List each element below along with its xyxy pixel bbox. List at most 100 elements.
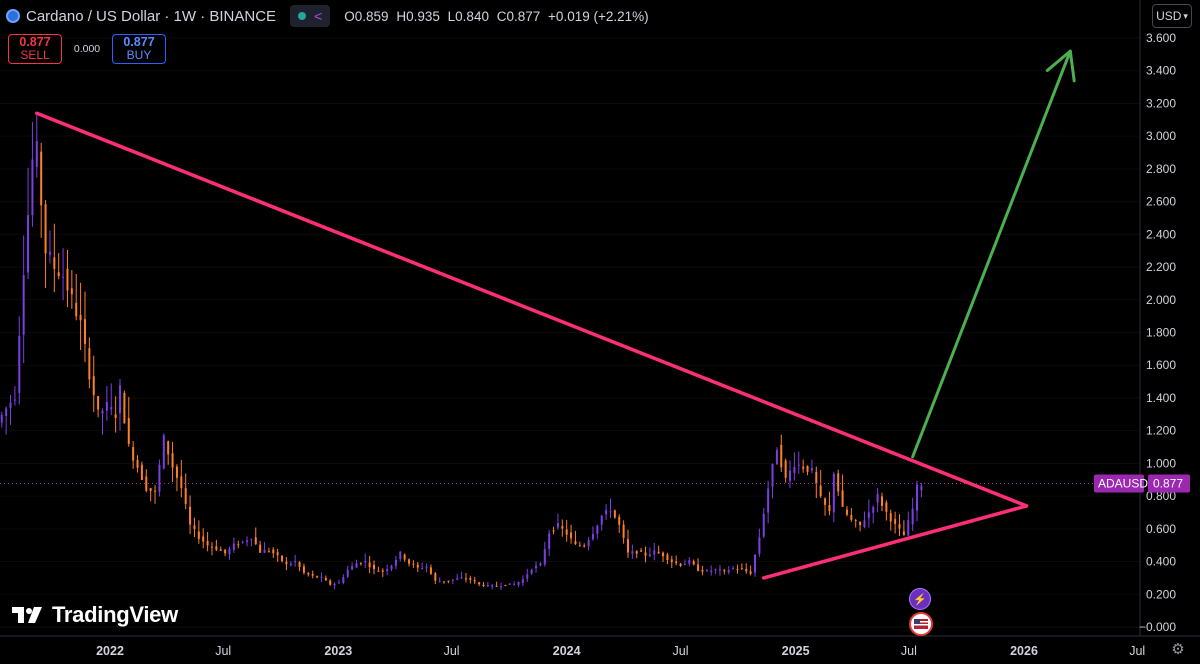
candle-body <box>662 552 665 557</box>
candle-body <box>145 476 148 491</box>
candle-body <box>451 579 454 581</box>
candle-body <box>526 574 529 579</box>
candle-body <box>622 524 625 538</box>
candle-body <box>31 159 34 216</box>
candle-body <box>272 549 275 554</box>
low-label: L <box>447 8 456 24</box>
y-tick-label: 2.200 <box>1146 260 1176 274</box>
candle-body <box>845 509 848 515</box>
candle-body <box>62 276 65 278</box>
candle-body <box>403 554 406 560</box>
candle-body <box>276 552 279 556</box>
price-tag-symbol: ADAUSD <box>1098 477 1148 491</box>
candle-body <box>110 407 113 410</box>
lightning-event-icon[interactable]: ⚡ <box>909 588 931 610</box>
candle-body <box>609 511 612 513</box>
y-tick-label: 0.200 <box>1146 587 1176 601</box>
x-tick-label: Jul <box>1129 644 1145 658</box>
candle-body <box>482 584 485 587</box>
candle-body <box>889 513 892 522</box>
candle-body <box>88 348 91 380</box>
buy-button[interactable]: 0.877 BUY <box>112 34 166 64</box>
close-label: C <box>496 8 507 24</box>
candle-body <box>780 444 783 468</box>
y-axis[interactable]: 3.600 3.400 3.200 3.000 2.800 2.600 2.400 2.200… <box>1139 0 1200 664</box>
candle-body <box>250 539 253 541</box>
candle-body <box>66 268 69 291</box>
candle-body <box>727 570 730 573</box>
candle-body <box>149 488 152 491</box>
candle-body <box>53 257 56 269</box>
candle-body <box>136 459 139 468</box>
chart-title[interactable]: Cardano / US Dollar · 1W · BINANCE <box>26 7 277 25</box>
us-flag-event-icon[interactable] <box>909 612 933 636</box>
candle-body <box>92 376 95 396</box>
candle-body <box>123 392 126 424</box>
candle-body <box>495 585 498 587</box>
candle-body <box>745 568 748 572</box>
candle-body <box>447 580 450 582</box>
currency-selector[interactable]: USD ▾ <box>1152 4 1192 28</box>
candle-body <box>806 465 809 472</box>
candle-body <box>758 537 761 554</box>
candle-body <box>854 520 857 522</box>
candle-body <box>119 385 122 413</box>
candle-body <box>635 551 638 554</box>
tradingview-mark-icon <box>12 607 42 623</box>
candle-body <box>784 460 787 478</box>
x-tick-label: Jul <box>901 644 917 658</box>
candle-body <box>97 396 100 410</box>
projection-arrow-head[interactable] <box>1045 49 1076 83</box>
candle-body <box>224 549 227 554</box>
market-status-pill[interactable]: < <box>290 5 331 27</box>
sell-button[interactable]: 0.877 SELL <box>8 34 62 64</box>
price-change: +0.019 (+2.21%) <box>548 8 649 24</box>
candle-body <box>359 562 362 564</box>
projection-arrow-line[interactable] <box>911 49 1072 459</box>
candle-body <box>342 577 345 583</box>
symbol-legend[interactable]: Cardano / US Dollar · 1W · BINANCE < O0.… <box>6 4 649 28</box>
candle-body <box>408 559 411 564</box>
candle-body <box>775 449 778 465</box>
candle-body <box>337 582 340 584</box>
candle-body <box>197 531 200 539</box>
price-tag-value: 0.877 <box>1153 477 1183 491</box>
upper-trendline[interactable] <box>35 111 1029 508</box>
candle-body <box>587 540 590 547</box>
x-tick-label: 2025 <box>782 644 810 658</box>
candle-body <box>101 410 104 414</box>
x-tick-label: 2024 <box>553 644 581 658</box>
candle-body <box>867 512 870 518</box>
candle-body <box>565 529 568 535</box>
candle-body <box>44 204 47 254</box>
lower-trendline[interactable] <box>762 504 1029 580</box>
price-tag-value-bg <box>1148 474 1190 493</box>
candle-body <box>679 563 682 566</box>
y-tick-label: 3.600 <box>1146 31 1176 45</box>
x-axis[interactable]: 2022 Jul 2023 Jul 2024 Jul 2025 Jul 2026 Jul <box>0 635 1200 658</box>
candle-body <box>718 569 721 571</box>
candle-body <box>48 251 51 255</box>
y-tick-label: −0.000 <box>1139 620 1176 634</box>
y-tick-label: 2.400 <box>1146 227 1176 241</box>
candle-body <box>394 559 397 566</box>
candle-body <box>850 515 853 520</box>
candle-body <box>644 552 647 556</box>
candle-body <box>517 582 520 585</box>
candle-body <box>443 581 446 583</box>
candle-body <box>535 565 538 569</box>
cardano-coin-icon <box>6 9 20 23</box>
y-tick-label: 2.600 <box>1146 195 1176 209</box>
y-tick-label: 3.400 <box>1146 64 1176 78</box>
annotations[interactable] <box>35 49 1076 580</box>
candle-body <box>425 566 428 568</box>
candle-body <box>789 470 792 481</box>
candle-body <box>302 566 305 573</box>
candle-body <box>810 467 813 471</box>
candle-body <box>570 532 573 539</box>
settings-gear-icon[interactable]: ⚙ <box>1171 641 1185 658</box>
ohlc-values: O0.859 H0.935 L0.840 C0.877 +0.019 (+2.2… <box>344 9 648 24</box>
candle-body <box>373 564 376 570</box>
y-tick-label: 0.400 <box>1146 555 1176 569</box>
